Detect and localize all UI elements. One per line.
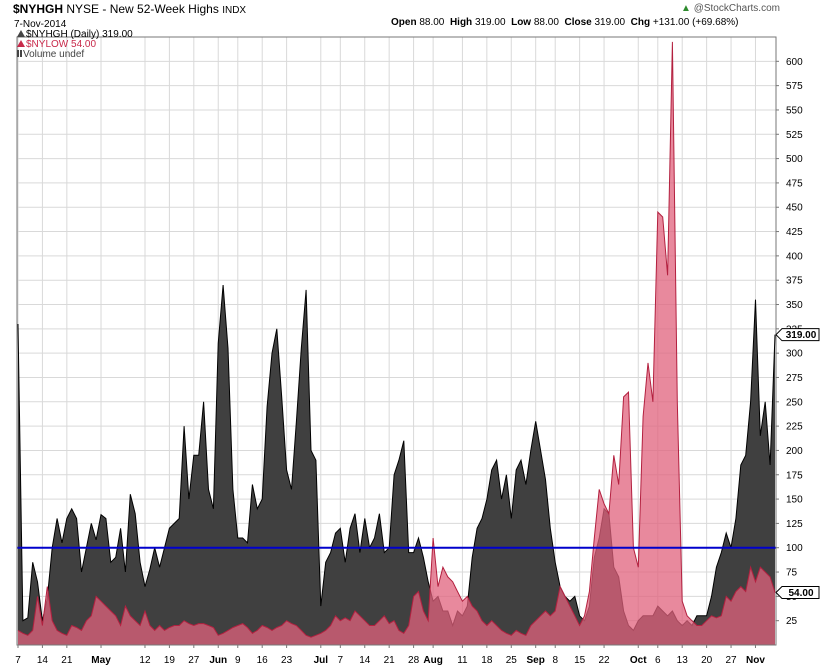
badge-box [775,328,820,342]
y-tick-label: 75 [786,568,798,579]
high-label: High [449,17,473,28]
legend-swatch-lows [17,40,25,47]
x-tick-label: Oct [630,655,647,666]
x-tick-label: 27 [188,655,200,666]
legend-label-volume: Volume undef [23,49,85,60]
legend-label-highs: $NYHGH (Daily) 319.00 [26,29,133,40]
series-nylow [17,41,776,645]
x-tick-label: Jul [314,655,329,666]
legend-label-lows: $NYLOW 54.00 [26,39,97,50]
x-tick-label: 14 [359,655,371,666]
y-tick-label: 550 [786,105,803,116]
y-tick-label: 600 [786,57,803,68]
legend-item-lows: $NYLOW 54.00 [17,40,133,50]
ohlc-summary: Open 88.00 High 319.00 Low 88.00 Close 3… [391,17,739,28]
badge-value: 54.00 [788,588,813,599]
x-tick-label: 18 [481,655,493,666]
x-tick-label: 28 [408,655,420,666]
y-tick-label: 100 [786,543,803,554]
chart-legend: $NYHGH (Daily) 319.00 $NYLOW 54.00 Volum… [17,30,133,60]
y-tick-label: 425 [786,227,803,238]
low-label: Low [511,17,532,28]
x-tick-label: 7 [338,655,344,666]
x-tick-label: 25 [506,655,518,666]
close-label: Close [564,17,592,28]
y-tick-label: 350 [786,300,803,311]
x-tick-label: 20 [701,655,713,666]
x-tick-label: 15 [574,655,586,666]
x-tick-label: 23 [281,655,293,666]
chart-title: $NYHGH NYSE - New 52-Week Highs INDX [13,2,246,16]
badge-value: 319.00 [786,330,817,341]
x-tick-label: 11 [457,655,468,666]
chg-label: Chg [630,17,651,28]
high-value: 319.00 [474,17,506,28]
x-tick-label: 16 [257,655,269,666]
y-tick-label: 400 [786,251,803,262]
x-tick-label: 21 [61,655,73,666]
up-arrow-icon: ▲ [681,3,691,14]
x-tick-label: 12 [139,655,151,666]
y-axis: 2550751001251501752002252502753003253503… [776,57,803,627]
y-tick-label: 500 [786,154,803,165]
x-tick-label: Nov [746,655,765,666]
close-value: 319.00 [594,17,626,28]
x-tick-label: Sep [527,655,545,666]
low-value: 88.00 [533,17,559,28]
last-value-badge-lows: 54.00 [775,585,820,599]
y-tick-label: 200 [786,446,803,457]
symbol: $NYHGH [13,2,64,16]
y-tick-label: 125 [786,519,803,530]
series-nylow-line [17,41,776,638]
x-tick-label: 27 [725,655,737,666]
last-value-badges: 319.00 54.00 [775,328,820,599]
watermark: ▲ @StockCharts.com [681,3,780,14]
last-value-badge-highs: 319.00 [775,328,820,342]
y-tick-label: 225 [786,422,803,433]
x-tick-label: 7 [15,655,21,666]
badge-box [775,585,820,599]
x-tick-label: 14 [37,655,49,666]
y-tick-label: 25 [786,616,798,627]
x-tick-label: May [91,655,111,666]
x-tick-label: 6 [655,655,661,666]
legend-volume-icon [17,50,22,57]
legend-swatch-highs [17,30,25,37]
x-tick-label: 8 [552,655,558,666]
y-tick-label: 275 [786,373,803,384]
exchange: INDX [222,5,247,16]
plot-frame [16,36,777,646]
x-tick-label: 21 [384,655,396,666]
legend-item-volume: Volume undef [17,50,133,60]
y-tick-label: 375 [786,276,803,287]
y-tick-label: 250 [786,397,803,408]
chart-date: 7-Nov-2014 [14,19,67,30]
x-tick-label: 19 [164,655,176,666]
x-tick-label: Jun [209,655,227,666]
open-value: 88.00 [419,17,445,28]
x-tick-label: 13 [677,655,689,666]
y-tick-label: 525 [786,130,803,141]
watermark-text: @StockCharts.com [693,3,780,14]
title-text: NYSE - New 52-Week Highs [66,2,219,16]
y-tick-label: 475 [786,178,803,189]
y-tick-label: 150 [786,495,803,506]
x-tick-label: 9 [235,655,241,666]
chg-value: +131.00 (+69.68%) [652,17,739,28]
x-tick-label: 22 [599,655,611,666]
series-nyhgh-area [18,285,775,645]
y-tick-label: 575 [786,81,803,92]
open-label: Open [391,17,417,28]
y-tick-label: 450 [786,203,803,214]
y-tick-label: 175 [786,470,803,481]
chart-header: $NYHGH NYSE - New 52-Week Highs INDX 7-N… [0,0,820,36]
x-axis: 7 14 21 May 12 19 27 Jun 9 16 23 Jul 7 14 21 28 Aug 11 18 2… [15,645,765,666]
y-tick-label: 300 [786,349,803,360]
x-tick-label: Aug [423,655,442,666]
legend-item-highs: $NYHGH (Daily) 319.00 [17,30,133,40]
